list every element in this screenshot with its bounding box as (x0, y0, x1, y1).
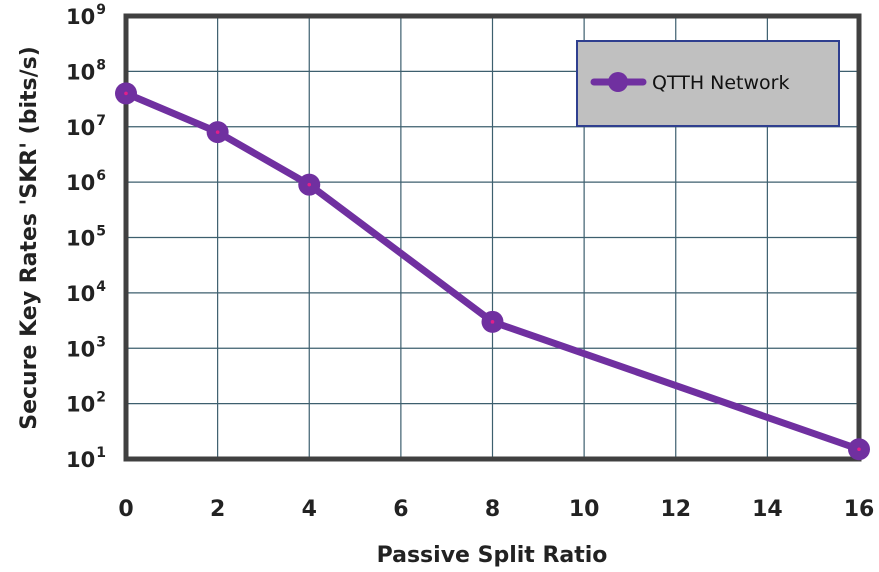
x-axis-title: Passive Split Ratio (377, 543, 608, 568)
y-tick-label: 109 (66, 2, 106, 29)
y-tick-label: 104 (66, 279, 106, 306)
y-axis-title: Secure Key Rates 'SKR' (bits/s) (17, 46, 42, 430)
x-tick-label: 2 (210, 497, 225, 522)
data-point-marker-center (490, 320, 495, 324)
x-tick-label: 0 (118, 497, 133, 522)
data-point-marker-center (124, 91, 128, 96)
y-tick-label: 105 (66, 224, 106, 251)
data-point-marker-center (215, 130, 220, 134)
y-tick-label: 107 (66, 113, 106, 140)
data-point-marker-center (307, 182, 312, 187)
plot-frame (123, 13, 862, 462)
legend-marker (608, 72, 628, 92)
x-tick-label: 12 (660, 497, 691, 522)
series-layer (115, 82, 870, 461)
y-tick-labels: 109 108 107 106 105 104 103 102 101 (66, 2, 106, 472)
y-tick-label: 103 (66, 334, 106, 361)
y-tick-label: 102 (66, 390, 106, 417)
x-tick-label: 16 (844, 497, 875, 522)
y-tick-label: 108 (66, 57, 106, 84)
x-tick-label: 6 (393, 497, 408, 522)
legend: QTTH Network (576, 40, 840, 127)
x-tick-label: 4 (302, 497, 317, 522)
y-tick-label: 101 (66, 445, 106, 472)
x-tick-labels: 0 2 4 6 8 10 12 14 16 (118, 497, 874, 522)
y-tick-label: 106 (66, 168, 106, 195)
x-tick-label: 10 (569, 497, 600, 522)
x-tick-label: 14 (752, 497, 783, 522)
legend-label: QTTH Network (652, 72, 790, 94)
data-point-marker-center (857, 447, 861, 452)
x-tick-label: 8 (485, 497, 500, 522)
